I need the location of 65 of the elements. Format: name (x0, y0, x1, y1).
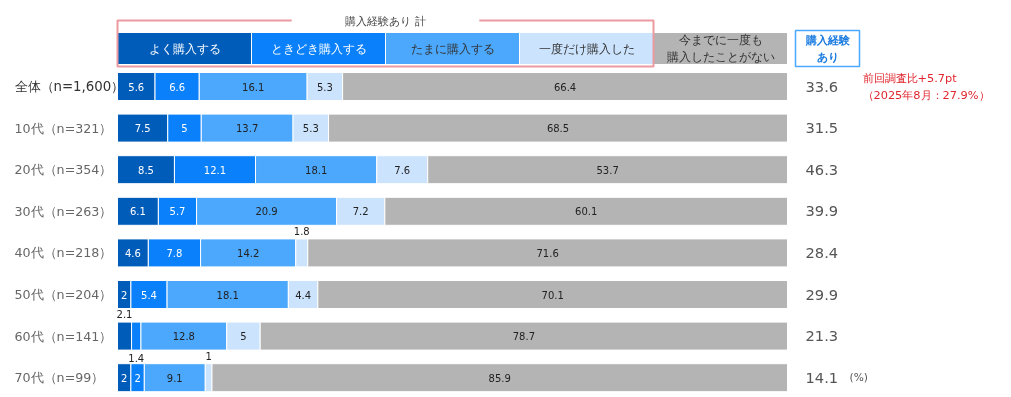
text: 29.9 (805, 285, 839, 303)
y-tick-label: 70代（n=99） (14, 370, 105, 386)
data-label: 1.4 (128, 353, 145, 365)
data-label: 20.9 (255, 206, 278, 218)
data-label: 6.1 (129, 206, 146, 218)
data-label: 53.7 (596, 164, 619, 176)
data-label: 68.5 (546, 123, 570, 135)
text: 購入経験あり (804, 33, 851, 64)
data-label: 16.1 (242, 81, 265, 93)
data-label: 18.1 (216, 289, 239, 301)
data-label: 4.4 (295, 289, 312, 301)
text: 14.1 (805, 368, 839, 386)
data-label: 2 (121, 289, 128, 301)
data-label: 5.4 (141, 289, 157, 301)
y-tick-label: 10代（n=321） (14, 120, 113, 136)
y-tick-label: 40代（n=218） (14, 245, 113, 261)
data-label: 13.7 (236, 123, 259, 135)
text: 21.3 (805, 327, 839, 345)
text: ときどき購入する (270, 41, 367, 56)
text: 33.6 (805, 77, 839, 95)
data-label: 5.7 (169, 206, 186, 218)
text: (%) (849, 371, 868, 385)
y-tick-label: 20代（n=354） (14, 162, 113, 178)
text: 31.5 (805, 119, 839, 137)
data-label: 85.9 (488, 372, 511, 384)
y-tick-label: 30代（n=263） (14, 203, 113, 219)
data-label: 6.6 (169, 81, 186, 93)
data-label: 8.5 (138, 164, 154, 176)
data-label: 71.6 (536, 247, 559, 259)
data-label: 9.1 (166, 372, 183, 384)
data-label: 2 (121, 372, 128, 384)
data-label: 78.7 (512, 331, 535, 343)
data-label: 2 (134, 372, 141, 384)
data-label: 1.8 (293, 225, 310, 237)
data-label: 60.1 (575, 206, 598, 218)
data-label: 7.8 (166, 247, 183, 259)
series-label: よく購入する (148, 41, 221, 56)
data-label: 14.2 (237, 247, 260, 259)
data-label: 5.6 (128, 81, 145, 93)
data-label: 5 (181, 123, 188, 135)
series-label: 今までに一度も購入したことがない (666, 33, 775, 64)
y-tick-label: 60代（n=141） (14, 328, 113, 344)
data-label: 5 (240, 331, 247, 343)
data-label: 7.5 (134, 123, 151, 135)
y-tick-label: 50代（n=204） (14, 287, 113, 302)
text: 購入経験あり 計 (345, 13, 426, 28)
text: 39.9 (805, 202, 839, 220)
data-label: 18.1 (305, 164, 328, 176)
data-label: 7.6 (394, 164, 411, 176)
data-label: 12.8 (172, 331, 195, 343)
data-label: 5.3 (302, 123, 319, 135)
data-label: 12.1 (203, 164, 227, 176)
data-label: 4.6 (124, 247, 141, 259)
data-label: 7.2 (352, 206, 369, 218)
text: 一度だけ購入した (538, 41, 635, 56)
y-tick-label: 全体（n=1,600） (14, 79, 125, 94)
text: 46.3 (805, 160, 839, 178)
data-label: 70.1 (541, 289, 564, 301)
data-label: 5.3 (316, 81, 333, 93)
data-label: 2.1 (116, 309, 133, 321)
text: 28.4 (805, 243, 839, 261)
data-label: 66.4 (553, 81, 577, 93)
text: たまに購入する (410, 41, 495, 56)
text: 前回調査比+5.7pt（2025年8月：27.9%） (862, 71, 990, 102)
data-label: 1 (205, 350, 212, 362)
